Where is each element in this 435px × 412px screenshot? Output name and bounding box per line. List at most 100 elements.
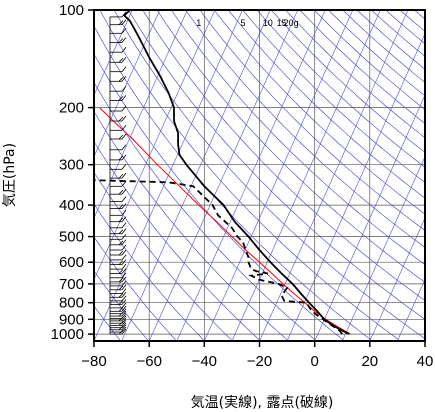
wind-barb-feather (121, 268, 127, 274)
dry-adiabat-line (399, 10, 425, 32)
wind-barb-feather (121, 310, 127, 317)
temperature-line (123, 10, 350, 335)
mixing-ratio-label: 1 (196, 18, 201, 28)
dry-adiabat-line (199, 10, 425, 231)
dry-adiabat-line (428, 10, 435, 341)
mixing-ratio-line (94, 10, 216, 281)
wind-barb-feather (121, 295, 127, 302)
wind-barb-feather (121, 37, 127, 43)
mixing-ratio-label: 10 (263, 18, 273, 28)
wind-barb-feather (121, 95, 127, 101)
wind-barb-feather (118, 260, 124, 265)
dry-adiabat-lines (94, 10, 435, 341)
wind-barb-feather (118, 155, 124, 161)
wind-barbs (109, 11, 127, 335)
wind-barb-feather (121, 276, 127, 283)
mixing-ratio-label: 15 (277, 18, 287, 28)
x-tick-label: 40 (417, 353, 434, 370)
y-tick-label: 800 (59, 295, 84, 312)
mixing-ratio-line (342, 155, 425, 341)
wind-barb-feather (121, 315, 127, 322)
wind-barb-feather (121, 196, 127, 202)
y-tick-label: 300 (59, 157, 84, 174)
dry-adiabat-line (213, 10, 425, 215)
mixing-ratio-line (231, 10, 381, 341)
dry-adiabat-line (299, 10, 425, 124)
wind-barb-feather (121, 254, 127, 261)
dry-adiabat-line (142, 10, 425, 301)
x-axis: −80 −60 −40 −20 0 20 40 (81, 341, 433, 370)
dry-adiabat-line (271, 10, 425, 153)
wind-barb-feather (121, 284, 127, 291)
dry-adiabat-line (171, 10, 425, 266)
x-tick-label: −20 (247, 353, 272, 370)
dewpoint-curve (94, 179, 344, 335)
wind-barb-feather (121, 324, 127, 331)
wind-barb-feather (121, 85, 127, 92)
y-tick-label: 600 (59, 254, 84, 271)
x-tick-label: −60 (136, 353, 161, 370)
mixing-ratio-line (94, 10, 161, 158)
wind-barb-feather (121, 308, 127, 314)
wind-barb-feather (121, 105, 127, 112)
wind-barb-feather (121, 313, 127, 319)
wind-barb-feather (121, 46, 127, 53)
wind-barb-feather (121, 125, 127, 131)
dry-adiabat-line (94, 110, 289, 341)
wind-barb-feather (121, 328, 127, 335)
wind-barb-feather (121, 228, 127, 234)
wind-barb-feather (121, 292, 127, 298)
mixing-ratio-line (204, 10, 354, 341)
y-tick-label: 900 (59, 311, 84, 328)
dry-adiabat-line (128, 10, 425, 320)
x-tick-label: 0 (311, 353, 319, 370)
wind-barb-feather (121, 154, 127, 161)
dry-adiabat-line (94, 270, 149, 341)
wind-barb-feather (121, 181, 127, 187)
wind-barb-feather (121, 306, 127, 312)
mixing-ratio-line (424, 340, 425, 341)
wind-barb-feather (121, 239, 127, 246)
dry-adiabat-line (94, 236, 177, 341)
dry-adiabat-line (94, 141, 261, 341)
wind-barb-feather (121, 234, 127, 240)
wind-barb-feather (121, 210, 127, 216)
wind-barb-feather (118, 240, 124, 246)
dry-adiabat-line (185, 10, 425, 248)
dry-adiabat-line (94, 25, 373, 341)
wind-barb-feather (121, 133, 127, 140)
mixing-ratio-line (314, 94, 425, 341)
dry-adiabat-line (113, 10, 425, 340)
mixing-ratio-line (397, 278, 425, 341)
wind-barb-feather (118, 293, 124, 298)
wind-barb-feather (118, 96, 124, 101)
wind-barb-feather (121, 216, 127, 222)
dry-adiabat-line (328, 10, 425, 97)
wind-barb-feather (118, 20, 124, 25)
wind-barb-feather (121, 288, 127, 294)
wind-barb-feather (121, 222, 127, 229)
x-tick-label: −40 (192, 353, 217, 370)
y-tick-label: 100 (59, 2, 84, 19)
wind-barb-feather (121, 188, 127, 195)
wind-barb-feather (118, 38, 124, 43)
wind-barb-feather (118, 229, 124, 234)
wind-barb-feather (121, 164, 127, 170)
y-tick-label: 400 (59, 197, 84, 214)
mixing-ratio-line (148, 10, 298, 341)
dry-adiabat-line (94, 171, 233, 341)
wind-barb-feather (121, 57, 127, 63)
wind-barb-feather (121, 299, 127, 305)
wind-barb-feather (121, 326, 127, 333)
wind-barb-feather (121, 280, 127, 287)
mixing-ratio-line (94, 10, 133, 96)
x-tick-label: −80 (81, 353, 106, 370)
wind-barb-feather (118, 77, 124, 82)
dewpoint-line (94, 179, 344, 335)
wind-barb-feather (121, 19, 127, 25)
wind-barb-feather (121, 322, 127, 328)
wind-barb-feather (121, 259, 127, 265)
